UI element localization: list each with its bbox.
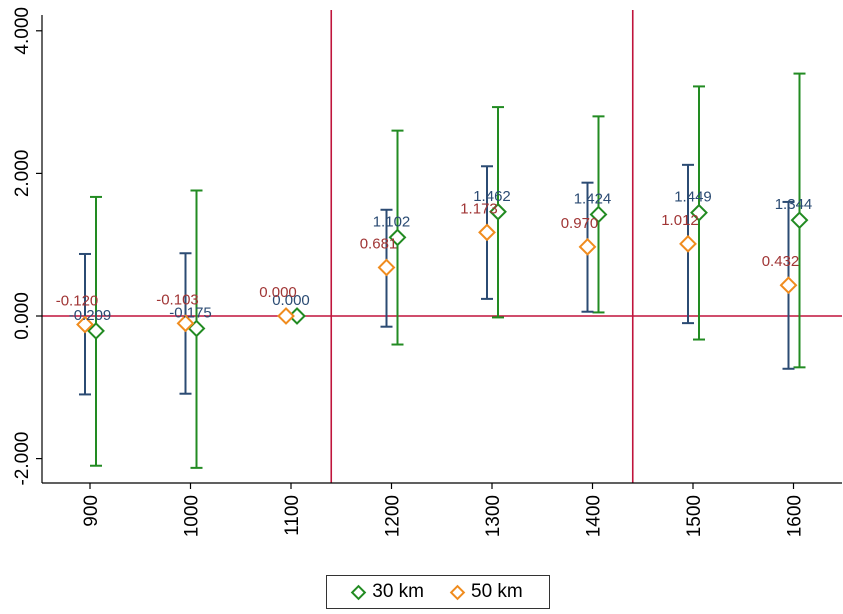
x-tick-label: 1400: [584, 495, 605, 537]
data-label: -0.103: [156, 291, 199, 308]
data-label: 1.344: [775, 196, 813, 213]
axes: -2.000 0.000 2.000 4.000 900 1000 1100 1200 1300…: [12, 7, 842, 537]
point-marker: [489, 202, 507, 221]
point-marker: [176, 314, 195, 333]
data-label: 1.173: [460, 200, 498, 217]
point-marker: [76, 315, 94, 334]
x-tick-label: 1000: [182, 495, 203, 537]
point-markers: [76, 202, 809, 340]
y-tick-label: 2.000: [12, 150, 33, 198]
y-tick-label: 0.000: [12, 292, 33, 340]
legend-item-50km: 50 km: [449, 581, 523, 603]
data-labels: -0.209 -0.175 0.000 1.102 1.462 1.424 1.449 1.3…: [56, 188, 813, 324]
diamond-marker-icon: [449, 584, 466, 600]
data-label: 1.449: [674, 189, 712, 206]
y-tick-label: -2.000: [12, 432, 33, 486]
diamond-marker-icon: [350, 584, 367, 600]
point-marker: [388, 228, 407, 247]
legend: 30 km 50 km: [326, 575, 550, 609]
data-label: 1.012: [661, 212, 699, 229]
legend-label: 50 km: [471, 581, 523, 602]
x-tick-label: 1100: [282, 495, 303, 536]
legend-label: 30 km: [372, 581, 424, 602]
point-marker: [790, 211, 809, 230]
data-label: 1.462: [473, 188, 511, 205]
point-marker: [478, 223, 496, 242]
point-marker: [779, 276, 798, 295]
y-tick-label: 4.000: [12, 7, 33, 55]
confidence-intervals: [79, 72, 806, 469]
data-label: -0.120: [56, 293, 99, 310]
point-marker: [87, 321, 105, 340]
x-tick-label: 1300: [483, 495, 504, 537]
data-label: 1.102: [373, 213, 411, 230]
data-label: 0.432: [762, 253, 800, 270]
point-marker: [277, 307, 295, 325]
data-label: 0.000: [259, 284, 297, 301]
data-label: 1.424: [574, 190, 612, 207]
data-label: 0.000: [272, 292, 310, 309]
reference-lines: [42, 10, 842, 483]
point-marker: [679, 234, 697, 253]
point-marker: [377, 258, 396, 277]
point-marker: [690, 203, 708, 222]
data-label: 0.681: [360, 235, 398, 252]
x-tick-label: 1500: [684, 495, 705, 537]
x-tick-label: 1200: [383, 495, 404, 537]
point-marker: [589, 205, 608, 224]
data-label: -0.209: [69, 307, 112, 324]
x-tick-label: 900: [81, 495, 102, 527]
x-tick-label: 1600: [785, 495, 806, 537]
data-label: 0.970: [561, 215, 599, 232]
data-label: -0.175: [169, 304, 212, 321]
point-marker: [578, 237, 597, 256]
legend-item-30km: 30 km: [350, 581, 424, 603]
